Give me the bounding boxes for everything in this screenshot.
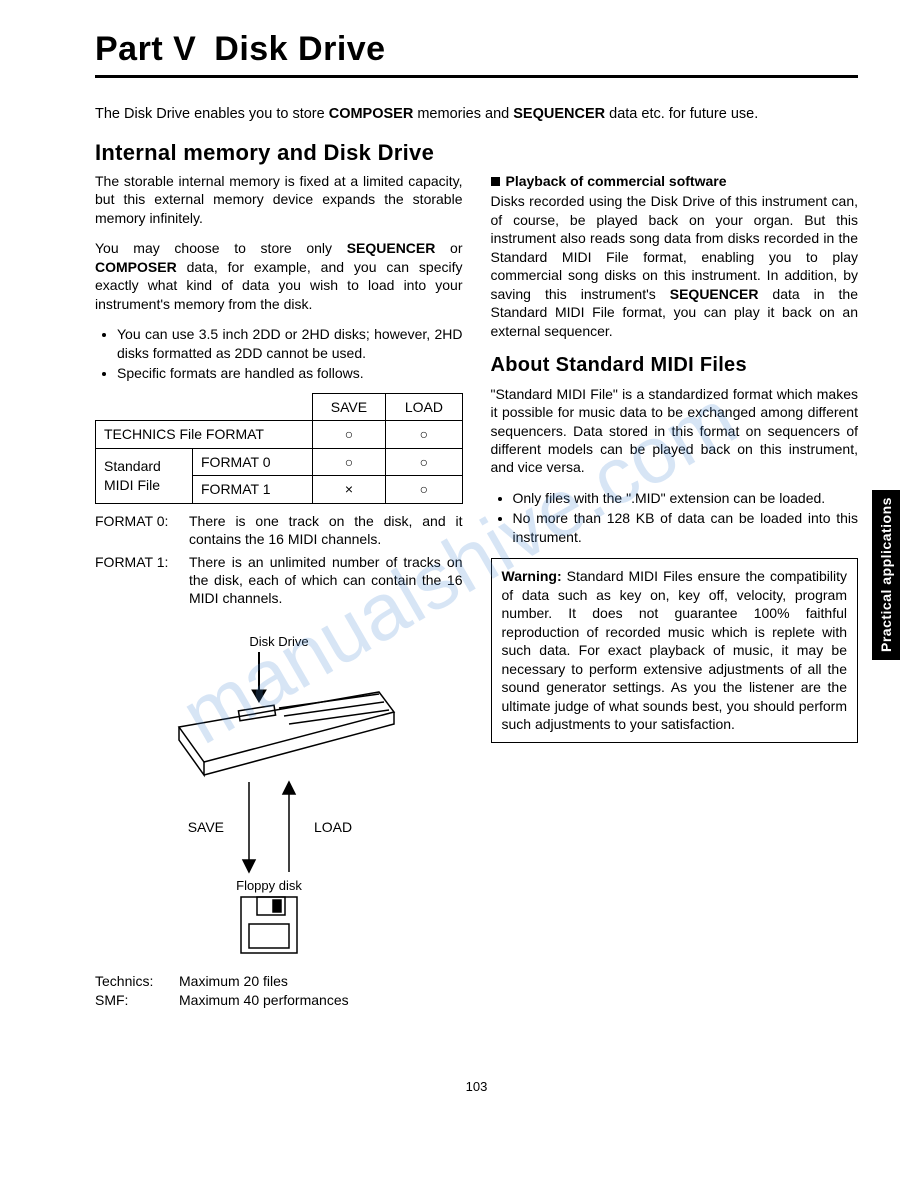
- list-item: No more than 128 KB of data can be loade…: [513, 509, 859, 546]
- left-column: The storable internal memory is fixed at…: [95, 172, 463, 1009]
- warning-box: Warning: Standard MIDI Files ensure the …: [491, 558, 859, 742]
- diag-label-floppy: Floppy disk: [236, 878, 302, 893]
- subhead-playback: Playback of commercial software: [491, 172, 859, 190]
- left-p2: You may choose to store only SEQUENCER o…: [95, 239, 463, 313]
- col-save: SAVE: [312, 393, 386, 420]
- format-definitions: FORMAT 0: There is one track on the disk…: [95, 512, 463, 608]
- left-bullets: You can use 3.5 inch 2DD or 2HD disks; h…: [95, 325, 463, 382]
- right-p1: Disks recorded using the Disk Drive of t…: [491, 192, 859, 340]
- row-smf: Standard MIDI File: [96, 448, 193, 503]
- disk-diagram: Disk Drive: [95, 632, 463, 966]
- intro-text: The Disk Drive enables you to store COMP…: [95, 106, 858, 122]
- diag-label-load: LOAD: [314, 819, 352, 835]
- section-heading-right: About Standard MIDI Files: [491, 352, 859, 378]
- title-rule: [95, 75, 858, 78]
- list-item: You can use 3.5 inch 2DD or 2HD disks; h…: [117, 325, 463, 362]
- right-column: Playback of commercial software Disks re…: [491, 172, 859, 743]
- format-table: SAVE LOAD TECHNICS File FORMAT ○ ○ Stand…: [95, 393, 463, 504]
- list-item: Only files with the ".MID" extension can…: [513, 489, 859, 507]
- diag-label-diskdrive: Disk Drive: [249, 634, 308, 649]
- square-bullet-icon: [491, 177, 500, 186]
- left-p1: The storable internal memory is fixed at…: [95, 172, 463, 227]
- col-load: LOAD: [386, 393, 462, 420]
- page-number: 103: [95, 1079, 858, 1094]
- list-item: Specific formats are handled as follows.: [117, 364, 463, 382]
- row-technics: TECHNICS File FORMAT: [96, 421, 313, 448]
- section-heading-left: Internal memory and Disk Drive: [95, 140, 858, 166]
- title-main: Disk Drive: [214, 30, 385, 68]
- page-title: Part V Disk Drive: [95, 30, 858, 69]
- file-limits: Technics: Maximum 20 files SMF: Maximum …: [95, 972, 463, 1009]
- right-bullets: Only files with the ".MID" extension can…: [491, 489, 859, 546]
- side-tab: Practical applications: [872, 490, 900, 660]
- diag-label-save: SAVE: [187, 819, 223, 835]
- title-part: Part V: [95, 30, 196, 68]
- right-p2: "Standard MIDI File" is a standardized f…: [491, 385, 859, 477]
